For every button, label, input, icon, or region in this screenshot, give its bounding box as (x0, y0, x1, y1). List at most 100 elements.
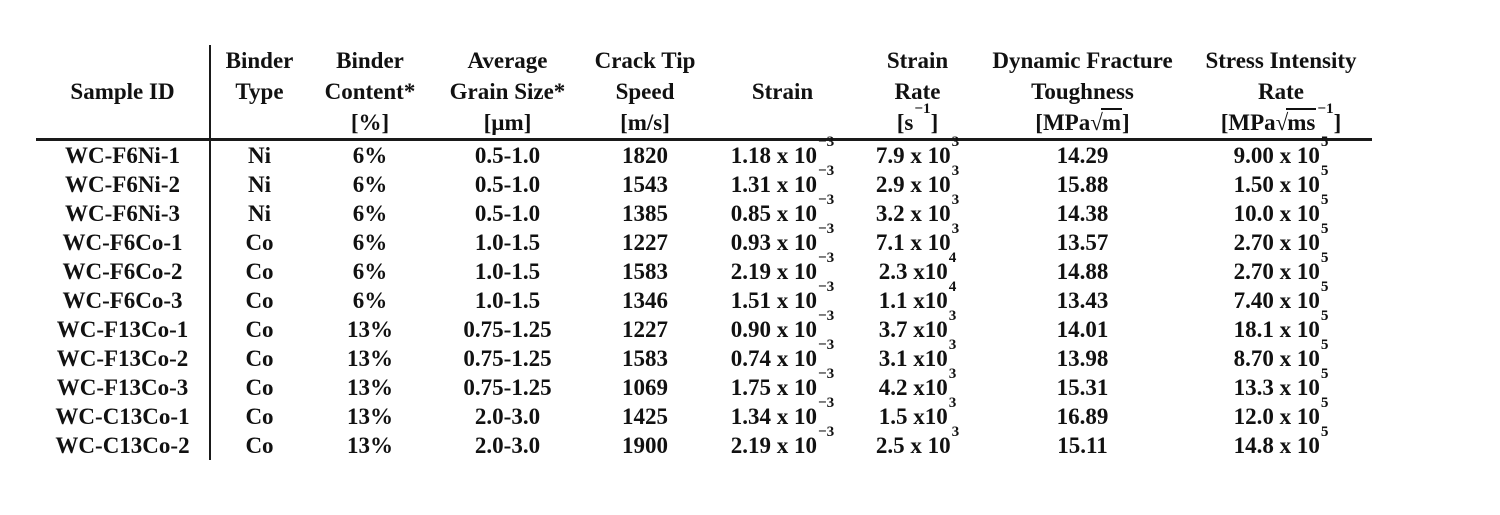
table-row: WC-F6Ni-2 Ni 6% 0.5-1.0 1543 1.31 x 10−3 2.9 x… (36, 161, 1372, 199)
table-row: WC-F6Ni-1 Ni 6% 0.5-1.0 1820 1.18 x 10−3 7.9 x… (36, 132, 1372, 170)
table-row: WC-F6Co-1 Co 6% 1.0-1.5 1227 0.93 x 10−3 7.1 x… (36, 221, 1372, 257)
table-row: WC-F13Co-2 Co 13% 0.75-1.25 1583 0.74 x 10−3 3… (36, 335, 1372, 373)
cell-sir: 7.40 x 105 (1233, 277, 1329, 313)
column-header-strain: Strain (705, 45, 860, 138)
cell-strain_rate: 1.5 x103 (878, 393, 957, 429)
superscript: 5 (1320, 306, 1329, 324)
cell-binder_content: 6% (352, 258, 388, 284)
header-line: Rate (894, 79, 941, 104)
cell-crack_tip_speed: 1346 (622, 287, 668, 313)
cell-grain_size: 1.0-1.5 (474, 287, 541, 313)
table-body: WC-F6Ni-1 Ni 6% 0.5-1.0 1820 1.18 x 10−3 7.9 x… (36, 132, 1372, 460)
cell-binder_type: Co (245, 374, 274, 400)
superscript: −3 (818, 219, 835, 237)
square-root-symbol: √ (1090, 110, 1103, 135)
cell-strain: 0.85 x 10−3 (730, 190, 835, 226)
table-header-row: Sample ID Binder Type Binder Content* [%] Aver… (36, 45, 1372, 138)
superscript: −3 (818, 161, 835, 179)
cell-sample_id: WC-F13Co-1 (56, 316, 189, 342)
cell-binder_content: 13% (347, 345, 393, 371)
header-line (705, 107, 860, 138)
table-row: WC-F13Co-1 Co 13% 0.75-1.25 1227 0.90 x 10−3 3… (36, 306, 1372, 344)
superscript: 5 (1320, 335, 1329, 353)
cell-sir: 1.50 x 105 (1233, 161, 1329, 197)
cell-strain: 2.19 x 10−3 (730, 248, 835, 284)
table-row: WC-F6Co-2 Co 6% 1.0-1.5 1583 2.19 x 10−3 2.3 x… (36, 248, 1372, 286)
column-header-sample_id: Sample ID (36, 45, 209, 138)
header-line: Toughness (1031, 79, 1134, 104)
cell-strain: 2.19 x 10−3 (730, 422, 835, 458)
cell-grain_size: 0.75-1.25 (463, 345, 552, 371)
header-line: [MPa√m] (1035, 108, 1130, 135)
superscript: 3 (951, 422, 960, 440)
cell-sir: 14.8 x 105 (1233, 422, 1329, 458)
column-divider (209, 45, 211, 460)
cell-sir: 18.1 x 105 (1233, 306, 1329, 342)
cell-strain: 0.90 x 10−3 (730, 306, 835, 342)
cell-crack_tip_speed: 1900 (622, 432, 668, 458)
header-rule (36, 138, 1372, 141)
cell-toughness: 14.38 (1056, 200, 1109, 226)
cell-strain_rate: 1.1 x104 (878, 277, 957, 313)
cell-grain_size: 2.0-3.0 (474, 403, 541, 429)
header-line (209, 107, 310, 138)
superscript: 5 (1320, 132, 1329, 150)
cell-sir: 8.70 x 105 (1233, 335, 1329, 371)
cell-sample_id: WC-F6Ni-3 (65, 200, 180, 226)
cell-crack_tip_speed: 1820 (622, 142, 668, 168)
cell-grain_size: 0.75-1.25 (463, 374, 552, 400)
superscript: 5 (1320, 190, 1329, 208)
cell-crack_tip_speed: 1385 (622, 200, 668, 226)
cell-grain_size: 1.0-1.5 (474, 258, 541, 284)
radicand: ms (1286, 108, 1317, 135)
cell-binder_type: Co (245, 287, 274, 313)
column-header-binder_type: Binder Type (209, 45, 310, 138)
cell-sir: 12.0 x 105 (1233, 393, 1329, 429)
cell-binder_type: Co (245, 316, 274, 342)
cell-toughness: 13.98 (1056, 345, 1109, 371)
header-line: [m/s] (620, 110, 670, 135)
radicand: m (1100, 108, 1123, 135)
cell-crack_tip_speed: 1069 (622, 374, 668, 400)
cell-binder_type: Ni (248, 171, 271, 197)
cell-binder_content: 6% (352, 229, 388, 255)
superscript: 3 (948, 306, 957, 324)
table-row: WC-C13Co-1 Co 13% 2.0-3.0 1425 1.34 x 10−3 1.5… (36, 393, 1372, 431)
cell-sample_id: WC-F6Co-2 (62, 258, 183, 284)
cell-binder_type: Co (245, 403, 274, 429)
cell-grain_size: 2.0-3.0 (474, 432, 541, 458)
superscript: 3 (951, 219, 960, 237)
superscript: 5 (1320, 364, 1329, 382)
superscript: 3 (951, 161, 960, 179)
header-line: Speed (615, 79, 675, 104)
header-line: Content* (324, 79, 416, 104)
cell-grain_size: 1.0-1.5 (474, 229, 541, 255)
superscript: 3 (948, 335, 957, 353)
cell-sample_id: WC-C13Co-2 (55, 432, 190, 458)
superscript: 3 (948, 364, 957, 382)
cell-grain_size: 0.75-1.25 (463, 316, 552, 342)
cell-sample_id: WC-F6Ni-1 (65, 142, 180, 168)
header-line: Strain (886, 48, 949, 73)
cell-grain_size: 0.5-1.0 (474, 171, 541, 197)
header-line: Sample ID (70, 79, 175, 104)
header-line: [s−1] (896, 100, 939, 135)
cell-grain_size: 0.5-1.0 (474, 142, 541, 168)
cell-strain_rate: 3.2 x 103 (875, 190, 960, 226)
header-line: Crack Tip (594, 48, 696, 73)
superscript: 5 (1320, 422, 1329, 440)
cell-binder_content: 6% (352, 142, 388, 168)
superscript: 4 (948, 277, 957, 295)
cell-sir: 13.3 x 105 (1233, 364, 1329, 400)
cell-binder_content: 13% (347, 403, 393, 429)
header-line: Rate (1258, 79, 1304, 104)
table-row: WC-F6Co-3 Co 6% 1.0-1.5 1346 1.51 x 10−3 1.1 x… (36, 277, 1372, 315)
superscript: 3 (951, 190, 960, 208)
column-header-sir: Stress Intensity Rate [MPa√ms−1] (1190, 45, 1372, 138)
cell-binder_type: Ni (248, 142, 271, 168)
cell-crack_tip_speed: 1583 (622, 258, 668, 284)
cell-sir: 9.00 x 105 (1233, 132, 1329, 168)
cell-binder_type: Co (245, 229, 274, 255)
cell-strain_rate: 4.2 x103 (878, 364, 957, 400)
superscript: −3 (818, 306, 835, 324)
